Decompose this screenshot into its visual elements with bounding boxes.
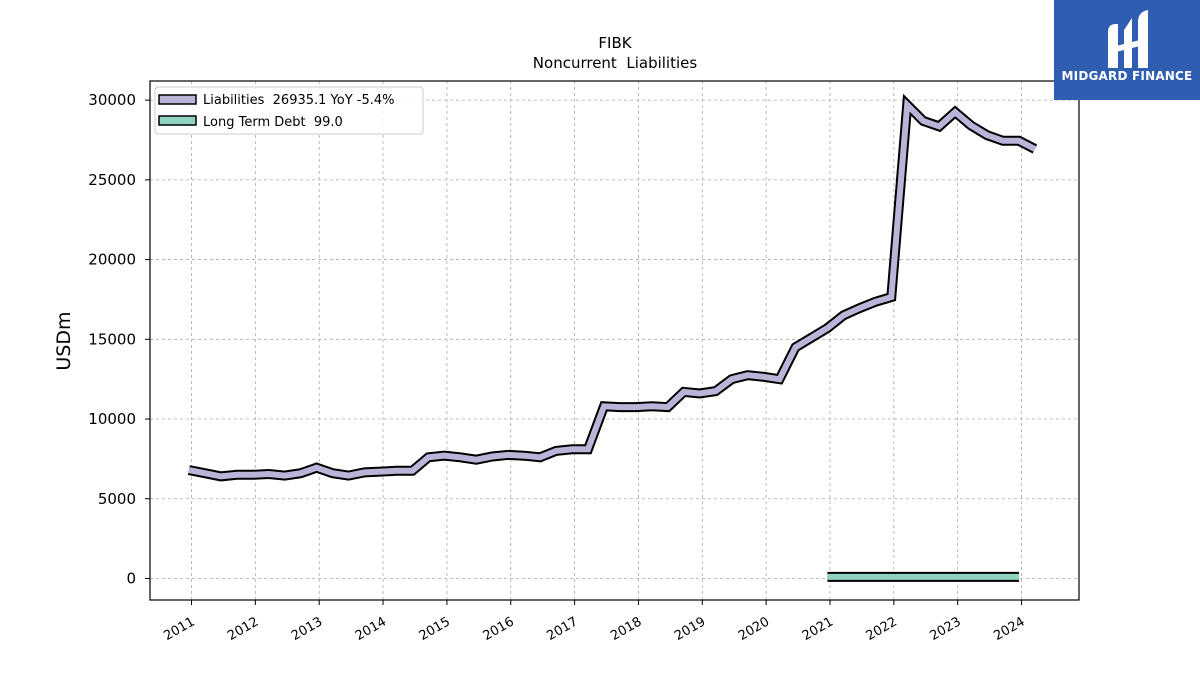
y-tick-label: 30000 <box>88 91 136 109</box>
series-line-liabilities <box>188 98 1037 480</box>
plot-frame <box>149 80 1080 601</box>
y-tick-label: 5000 <box>98 490 136 508</box>
x-tick-label: 2020 <box>736 614 772 644</box>
chart-subtitle: Noncurrent Liabilities <box>533 54 698 72</box>
x-tick-label: 2013 <box>289 614 325 644</box>
midgard-logo-icon <box>1108 10 1148 68</box>
logo-text: MIDGARD FINANCE <box>1061 69 1193 83</box>
series-outline-liabilities <box>187 93 1038 482</box>
x-tick-label: 2016 <box>481 614 517 644</box>
legend-label-long-term-debt: Long Term Debt 99.0 <box>203 115 343 130</box>
x-tick-label: 2015 <box>417 614 453 644</box>
x-tick-label: 2024 <box>991 614 1027 644</box>
legend-swatch-long-term-debt <box>158 115 197 126</box>
chart-title: FIBK <box>598 34 632 52</box>
y-tick-label: 15000 <box>88 330 136 348</box>
x-axis: 2011 2012 2013 2014 2015 2016 2017 2018 2019 2020… <box>161 600 1028 644</box>
y-axis: 0 5000 10000 15000 20000 25000 30000 <box>88 91 150 587</box>
y-tick-label: 0 <box>126 569 136 587</box>
x-tick-label: 2018 <box>608 614 644 644</box>
x-tick-label: 2012 <box>225 614 261 644</box>
legend-label-liabilities: Liabilities 26935.1 YoY -5.4% <box>203 93 395 108</box>
x-tick-label: 2017 <box>544 614 580 644</box>
legend-box <box>154 86 424 135</box>
x-tick-label: 2019 <box>672 614 708 644</box>
brand-logo: MIDGARD FINANCE <box>1054 0 1200 100</box>
y-tick-label: 20000 <box>88 251 136 269</box>
x-tick-label: 2022 <box>864 614 900 644</box>
x-tick-label: 2021 <box>800 614 836 644</box>
y-tick-label: 10000 <box>88 410 136 428</box>
x-tick-label: 2011 <box>161 614 197 644</box>
legend-swatch-liabilities <box>158 94 197 105</box>
y-axis-label: USDm <box>53 311 75 370</box>
x-tick-label: 2014 <box>353 614 389 644</box>
grid <box>150 81 1079 600</box>
legend: Liabilities 26935.1 YoY -5.4% Long Term … <box>154 86 424 135</box>
y-tick-label: 25000 <box>88 171 136 189</box>
x-tick-label: 2023 <box>928 614 964 644</box>
series-layer <box>187 93 1038 582</box>
